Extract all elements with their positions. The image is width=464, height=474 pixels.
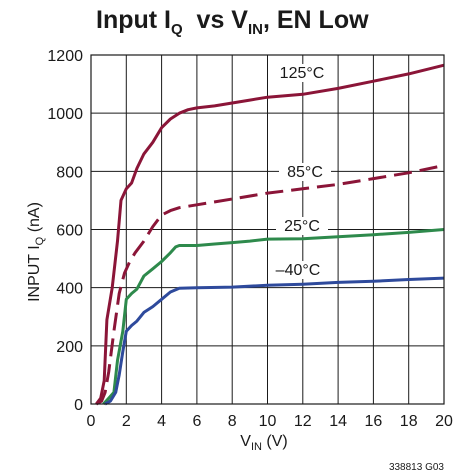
grid (91, 55, 444, 404)
plot-frame (90, 54, 445, 405)
x-tick-label: 16 (365, 413, 383, 430)
series-label: 85°C (287, 164, 323, 181)
series-line (95, 63, 445, 405)
title-subscript: Q (171, 21, 183, 38)
series-lines (95, 63, 445, 406)
ylabel-subscript: Q (34, 236, 46, 245)
xlabel-rest: (V) (262, 433, 288, 450)
series-label-bg (276, 64, 328, 82)
series-label-bg (279, 163, 331, 181)
y-axis-label: INPUT IQ (nA) (26, 202, 46, 302)
ylabel-main: INPUT I (26, 245, 43, 302)
y-tick-label: 400 (56, 281, 83, 298)
x-tick-label: 4 (157, 413, 166, 430)
x-tick-label: 10 (259, 413, 277, 430)
x-tick-label: 20 (435, 413, 453, 430)
y-tick-label: 1000 (47, 106, 83, 123)
x-tick-label: 2 (122, 413, 131, 430)
y-tick-labels: 0 200 400 600 800 1000 1200 (47, 48, 83, 414)
x-tick-label: 8 (228, 413, 237, 430)
series-line (102, 228, 445, 406)
y-tick-label: 800 (56, 164, 83, 181)
y-tick-label: 0 (74, 397, 83, 414)
title-middle: vs V (183, 6, 249, 34)
series-label: –40°C (276, 262, 321, 279)
series-label: 25°C (284, 218, 320, 235)
title-subscript-2: IN (248, 21, 263, 38)
title-main: Input I (96, 6, 171, 34)
series-line (104, 276, 445, 406)
y-tick-label: 1200 (47, 48, 83, 65)
x-axis-label: VIN (V) (240, 433, 287, 453)
series-label-bg (276, 217, 328, 235)
series-line (95, 164, 445, 406)
ylabel-rest: (nA) (26, 202, 43, 237)
x-tick-label: 12 (294, 413, 312, 430)
series-label-bg (272, 261, 324, 279)
x-tick-labels: 0 2 4 6 8 10 12 14 16 18 20 (87, 413, 453, 430)
x-tick-label: 14 (329, 413, 347, 430)
title-tail: , EN Low (263, 6, 369, 34)
x-tick-label: 0 (87, 413, 96, 430)
series-labels: 125°C 85°C 25°C –40°C (272, 64, 331, 279)
chart-title: Input IQ vs VIN, EN Low (96, 6, 369, 38)
y-tick-label: 200 (56, 339, 83, 356)
y-tick-label: 600 (56, 223, 83, 240)
xlabel-subscript: IN (251, 441, 262, 453)
x-tick-label: 6 (192, 413, 201, 430)
x-tick-label: 18 (400, 413, 418, 430)
figure-id: 338813 G03 (389, 462, 444, 473)
xlabel-main: V (240, 433, 251, 450)
series-label: 125°C (280, 65, 325, 82)
